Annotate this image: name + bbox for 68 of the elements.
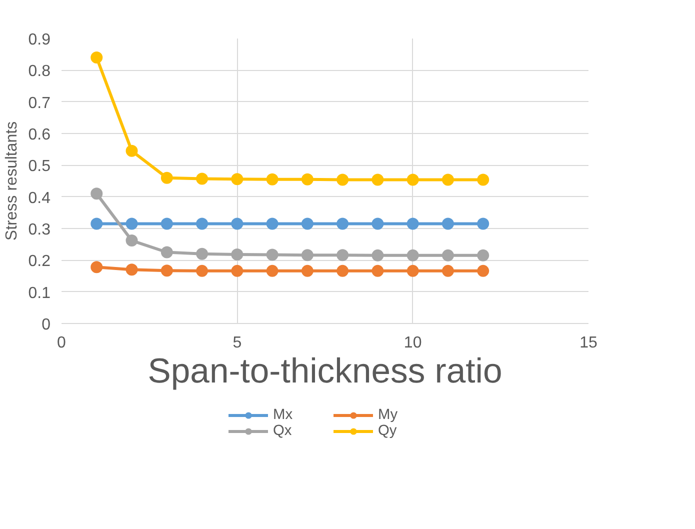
x-axis-title: Span-to-thickness ratio	[148, 352, 502, 390]
point	[126, 234, 138, 247]
point	[372, 218, 384, 230]
y-tick-label: 0.7	[28, 94, 51, 112]
point	[442, 264, 454, 277]
point	[336, 218, 349, 230]
point	[442, 249, 454, 262]
legend-label: Qy	[378, 423, 398, 439]
point	[477, 218, 490, 230]
y-tick-label: 0.1	[28, 284, 51, 302]
point	[231, 264, 244, 277]
point	[406, 264, 419, 277]
point	[196, 248, 208, 260]
point	[406, 174, 419, 186]
point	[372, 174, 384, 186]
x-tick-label: 0	[57, 334, 66, 352]
y-tick-label: 0.2	[28, 253, 51, 270]
y-tick-label: 0	[42, 316, 51, 334]
y-tick-label: 0.3	[28, 222, 51, 238]
point	[160, 172, 173, 184]
legend-label: Qx	[273, 423, 293, 439]
point	[160, 264, 173, 277]
point	[266, 173, 278, 186]
point	[126, 218, 138, 230]
point	[301, 264, 314, 277]
y-tick-label: 0.6	[28, 126, 51, 144]
point	[336, 264, 349, 277]
point	[477, 249, 490, 262]
y-tick-label: 0.4	[28, 190, 51, 207]
point	[301, 249, 314, 262]
point	[406, 218, 419, 230]
point	[372, 264, 384, 277]
point	[196, 264, 208, 277]
x-tick-label: 5	[232, 334, 242, 352]
point	[301, 218, 314, 230]
point	[90, 52, 103, 64]
point	[301, 173, 314, 186]
x-tick-label: 15	[580, 334, 598, 352]
point	[477, 174, 490, 186]
point	[90, 218, 103, 230]
point	[406, 249, 419, 262]
point	[336, 249, 349, 262]
point	[231, 248, 244, 260]
x-tick-label: 10	[404, 334, 422, 352]
point	[477, 264, 490, 277]
point	[126, 264, 138, 276]
point	[372, 249, 384, 262]
point	[160, 218, 173, 230]
point	[126, 144, 138, 157]
y-tick-label: 0.5	[28, 158, 51, 176]
point	[266, 218, 278, 230]
point	[231, 173, 244, 186]
y-tick-label: 0.9	[28, 32, 51, 48]
point	[266, 264, 278, 277]
legend-label: Mx	[273, 407, 294, 423]
point	[442, 218, 454, 230]
point	[196, 172, 208, 185]
legend-label: My	[378, 407, 399, 423]
y-axis-title: Stress resultants	[3, 121, 20, 241]
point	[90, 188, 103, 200]
point	[160, 246, 173, 258]
point	[196, 218, 208, 230]
point	[266, 248, 278, 261]
y-tick-label: 0.8	[28, 63, 51, 80]
point	[231, 218, 244, 230]
point	[336, 174, 349, 186]
point	[442, 174, 454, 186]
point	[90, 261, 103, 274]
